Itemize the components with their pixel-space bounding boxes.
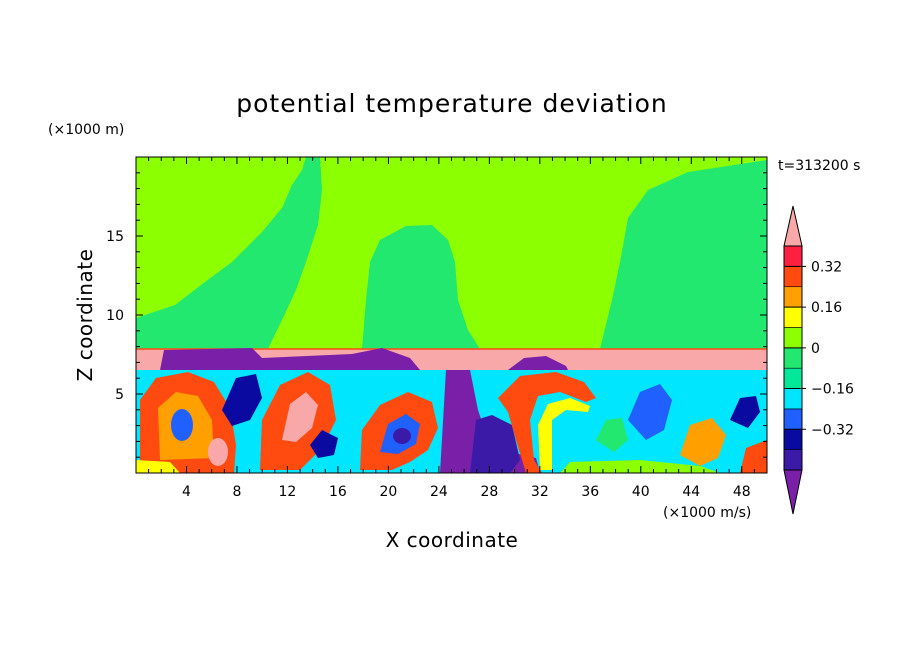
colorbar-label: 0.16 <box>811 300 842 316</box>
upper-plume-center <box>362 225 480 349</box>
warm-patch-right-1 <box>680 418 726 466</box>
warm-roll-2-core <box>282 392 318 442</box>
plot-area <box>136 157 767 473</box>
colorbar-bottom-triangle <box>783 469 803 515</box>
colorbar-swatch <box>783 245 803 267</box>
x-tick-label: 24 <box>430 484 448 500</box>
colorbar-label: 0.32 <box>811 259 842 275</box>
y-axis-ticks: 5 10 15 <box>106 172 767 458</box>
x-tick-label: 20 <box>379 484 397 500</box>
cold-eddy-1 <box>171 409 193 441</box>
x-tick-label: 8 <box>232 484 241 500</box>
warm-core-1 <box>208 438 228 466</box>
warm-arc <box>498 372 596 473</box>
colorbar-swatch <box>783 327 803 349</box>
colorbar-swatch <box>783 428 803 450</box>
colorbar-swatch <box>783 347 803 369</box>
colorbar: −0.32 −0.16 0 0.16 0.32 <box>783 205 854 515</box>
time-label: t=313200 s <box>778 158 860 174</box>
upper-plume-right <box>600 160 767 349</box>
chart-title: potential temperature deviation <box>236 89 667 118</box>
colorbar-swatch <box>783 408 803 430</box>
x-tick-label: 4 <box>182 484 191 500</box>
x-unit-label: (×1000 m/s) <box>663 505 751 521</box>
warm-patch-right-2 <box>740 440 767 473</box>
x-tick-label: 48 <box>733 484 751 500</box>
colorbar-label: −0.32 <box>811 422 854 438</box>
colorbar-swatch <box>783 449 803 471</box>
purple-intrusion-right <box>508 356 568 370</box>
colorbar-swatch <box>783 286 803 308</box>
y-tick-label: 10 <box>106 308 124 324</box>
yellow-patch-low <box>136 460 180 473</box>
colorbar-label: 0 <box>811 341 820 357</box>
cold-plume <box>440 370 540 473</box>
purple-intrusion-left <box>160 348 420 370</box>
x-tick-label: 32 <box>531 484 549 500</box>
colorbar-swatch <box>783 367 803 389</box>
upper-plume-left <box>136 157 322 349</box>
x-tick-label: 28 <box>480 484 498 500</box>
colorbar-top-triangle <box>783 205 803 247</box>
y-tick-label: 5 <box>115 387 124 403</box>
y-axis-title: Z coordinate <box>73 249 97 382</box>
colorbar-label: −0.16 <box>811 382 854 398</box>
x-tick-label: 12 <box>279 484 297 500</box>
cold-patch-right-2 <box>730 396 760 428</box>
x-tick-label: 16 <box>329 484 347 500</box>
warm-arc-inner <box>538 398 590 470</box>
swirl-center-core <box>393 428 411 444</box>
cold-patch-right-1 <box>628 384 672 440</box>
colorbar-swatch <box>783 266 803 288</box>
x-tick-label: 36 <box>581 484 599 500</box>
cold-plume-core <box>470 415 520 473</box>
green-patch-right <box>596 418 628 452</box>
upper-wisp <box>208 306 236 349</box>
y-tick-label: 15 <box>106 229 124 245</box>
y-unit-label: (×1000 m) <box>48 122 124 138</box>
colorbar-swatch <box>783 388 803 410</box>
x-tick-label: 40 <box>632 484 650 500</box>
green-floor <box>560 460 720 473</box>
x-axis-title: X coordinate <box>386 528 519 552</box>
colorbar-frame <box>783 245 803 471</box>
x-tick-label: 44 <box>682 484 700 500</box>
cold-eddy-3 <box>310 430 338 458</box>
cold-eddy-2 <box>222 374 262 426</box>
x-axis-ticks: 4 8 12 16 20 24 28 32 36 40 44 48 <box>148 157 755 500</box>
colorbar-swatch <box>783 306 803 328</box>
